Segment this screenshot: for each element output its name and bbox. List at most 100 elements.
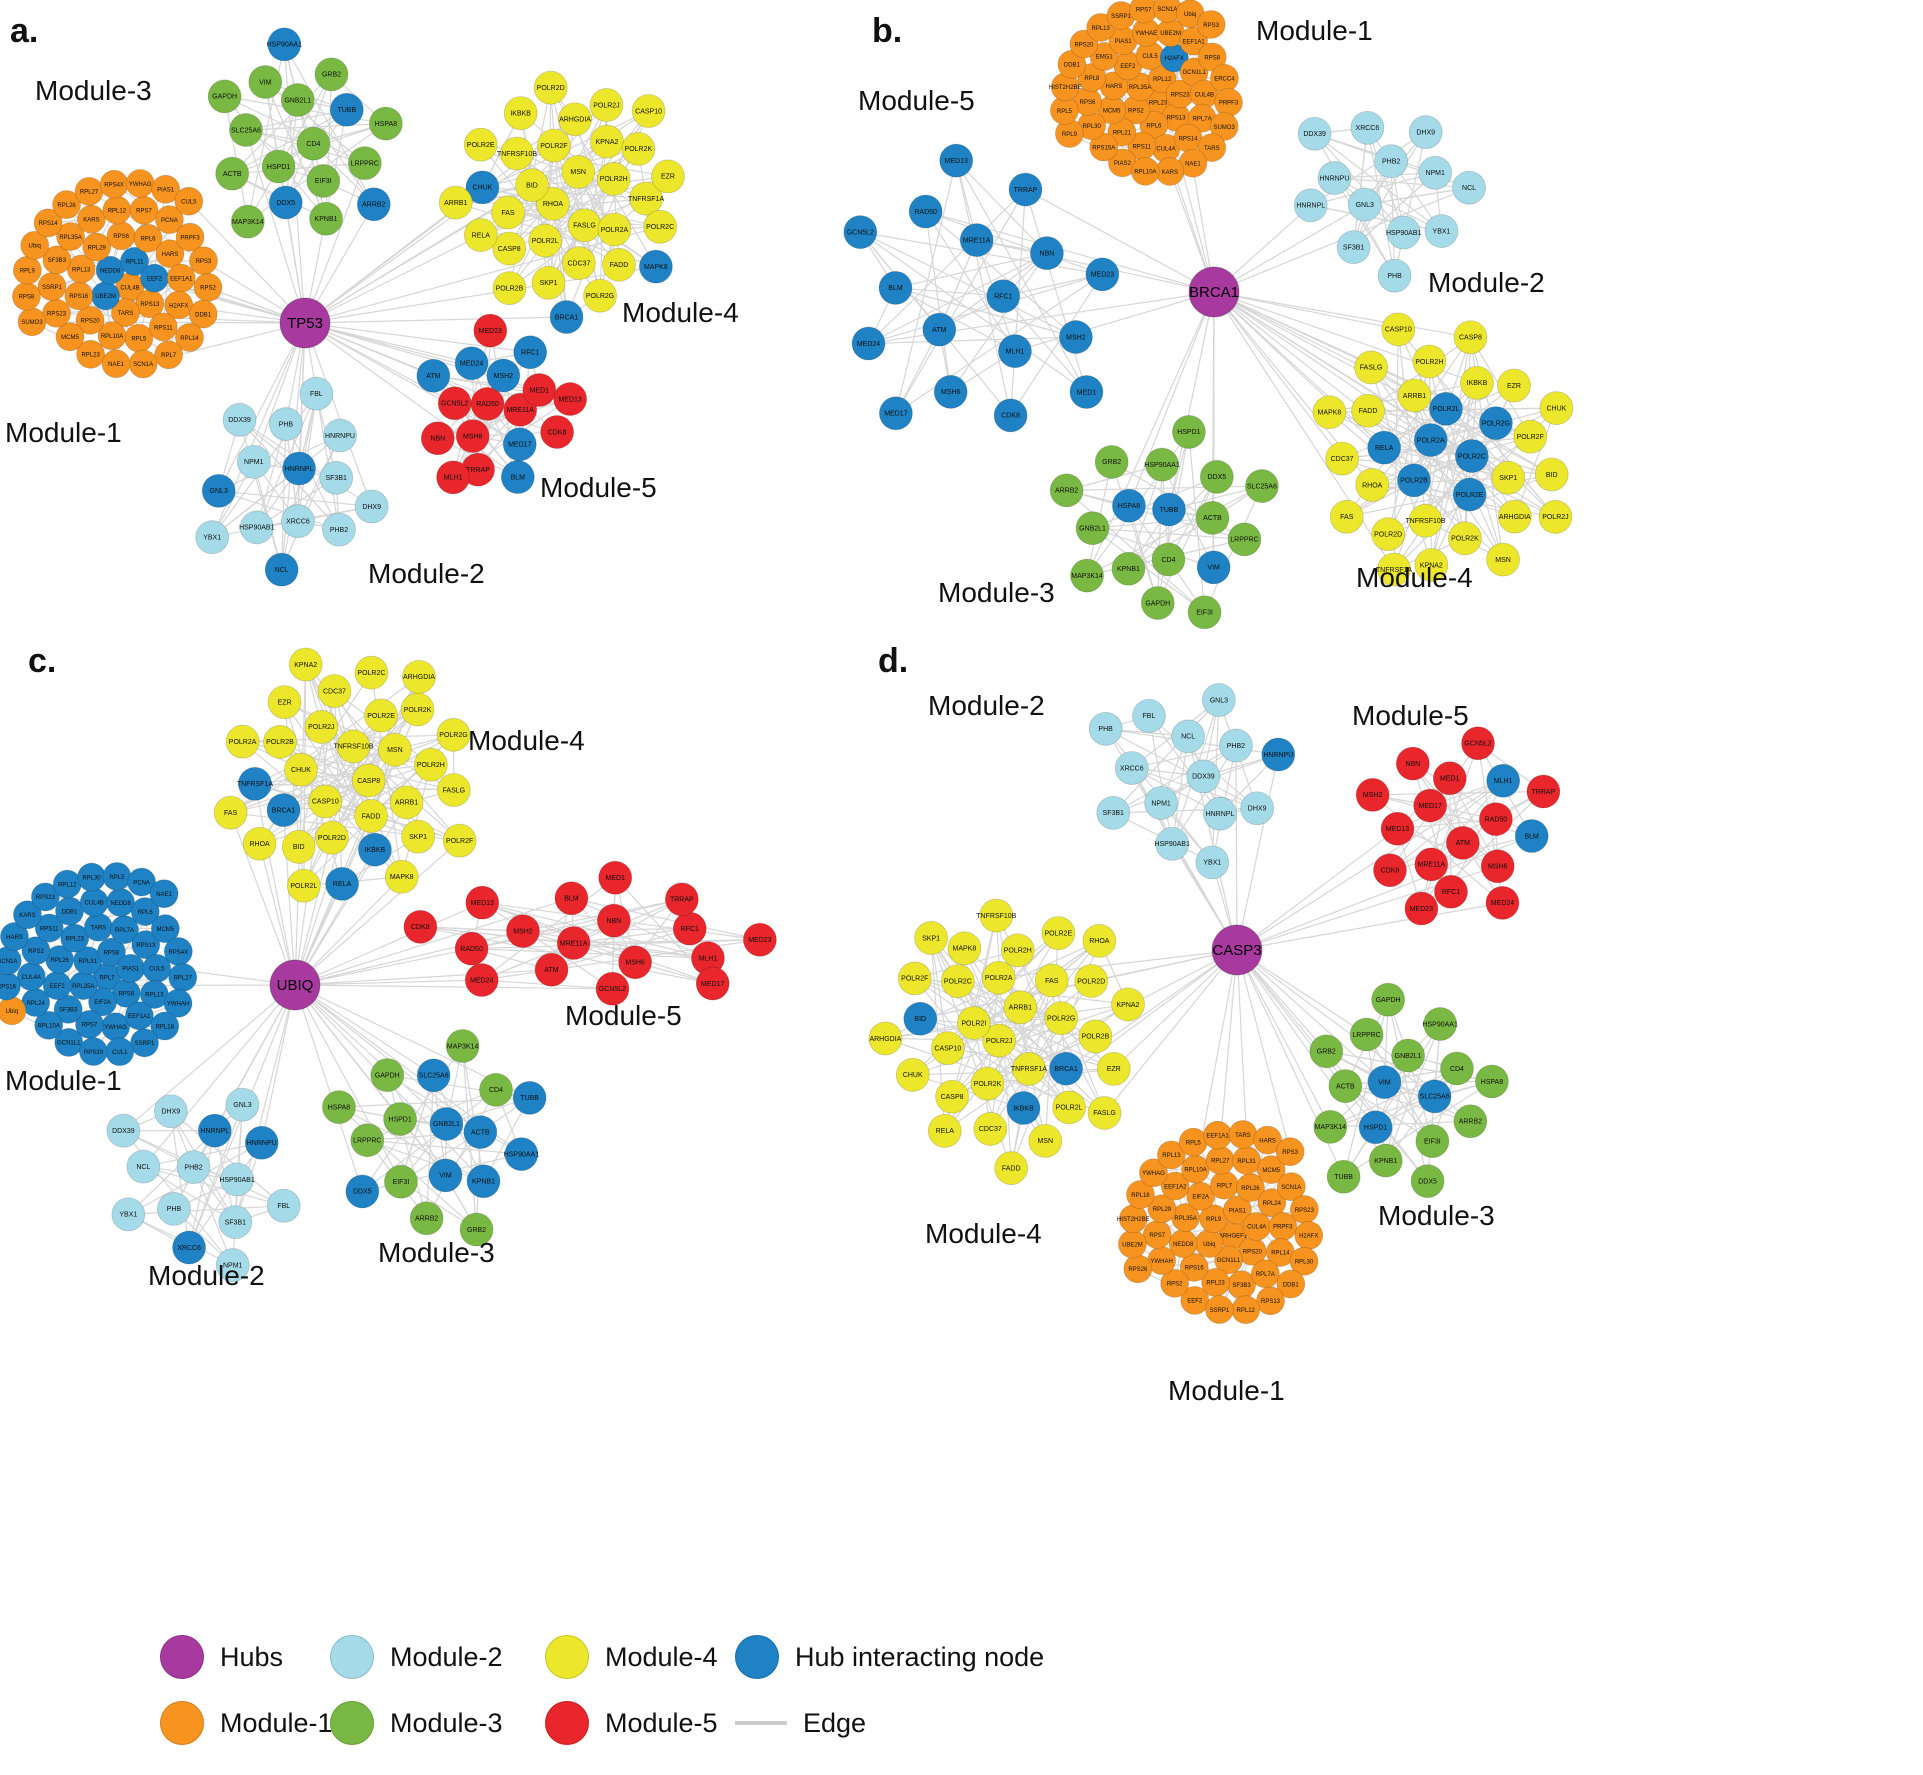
gene-node: [1374, 144, 1409, 179]
gene-node-label: GNB2L1: [1395, 1053, 1422, 1060]
gene-node: [0, 922, 29, 951]
gene-node-label: RPS23: [36, 895, 56, 901]
gene-node-label: CUL1: [112, 1050, 128, 1056]
gene-node: [75, 305, 105, 335]
gene-node: [225, 724, 260, 759]
edge: [1148, 715, 1221, 815]
gene-node-label: RPS15A: [1092, 145, 1115, 151]
hub-edge: [218, 322, 306, 492]
module-label: Module-1: [1168, 1375, 1285, 1406]
hub-edge: [294, 984, 447, 1125]
gene-node-label: TNFRSF10B: [497, 151, 537, 158]
gene-node-label: RHOA: [250, 841, 271, 848]
gene-node-label: TARS: [1235, 1133, 1251, 1139]
gene-node-label: MED23: [1410, 906, 1433, 913]
gene-node-label: MLH1: [444, 475, 463, 482]
gene-node: [154, 340, 184, 370]
gene-node: [111, 1197, 146, 1232]
gene-node: [1145, 447, 1179, 482]
gene-node-label: PHB2: [1382, 158, 1400, 165]
edge: [1393, 132, 1427, 276]
gene-node-label: MED23: [479, 328, 502, 335]
gene-node-label: POLR2F: [901, 976, 928, 983]
hub-edge: [122, 984, 296, 1132]
edge: [1111, 461, 1159, 604]
gene-node-label: YWHAE: [1135, 31, 1157, 37]
gene-node: [56, 222, 85, 251]
gene-node-label: TARS: [118, 311, 134, 317]
gene-node: [153, 1094, 188, 1129]
gene-node-label: POLR2C: [944, 978, 972, 985]
gene-node: [127, 867, 156, 897]
gene-node: [1034, 963, 1069, 998]
gene-node: [534, 952, 569, 987]
edge: [1334, 177, 1470, 189]
gene-node-label: RPS13: [1166, 115, 1186, 121]
gene-node-label: SLC25A6: [1420, 1094, 1450, 1101]
edge: [1385, 1023, 1441, 1161]
edge: [868, 189, 1026, 344]
gene-node: [409, 1201, 444, 1236]
gene-node: [1160, 1268, 1190, 1298]
edge: [859, 231, 1087, 393]
gene-node-label: POLR2H: [1004, 948, 1032, 955]
gene-node-label: MSH2: [1363, 792, 1383, 799]
edge: [256, 505, 372, 529]
gene-node: [1049, 1051, 1083, 1086]
gene-node-label: EZR: [278, 699, 292, 706]
edge: [895, 189, 1027, 414]
gene-node: [354, 489, 389, 524]
gene-node-label: RELA: [936, 1128, 955, 1135]
gene-node-label: RPL5: [1186, 1140, 1202, 1146]
hub-edge: [1213, 291, 1432, 441]
gene-node: [1094, 445, 1129, 479]
gene-node-label: HNRNPU: [1319, 175, 1349, 182]
gene-node: [629, 181, 663, 216]
hub-edge: [294, 984, 402, 1182]
gene-node: [1349, 1017, 1384, 1052]
gene-node: [263, 725, 297, 759]
gene-node: [1186, 759, 1221, 794]
gene-node-label: EEF1A1: [1206, 1133, 1229, 1139]
gene-node: [1317, 161, 1352, 195]
gene-node-label: RHOA: [1362, 482, 1383, 489]
edge: [1471, 455, 1504, 560]
hub-edge: [1014, 291, 1215, 352]
edge: [218, 434, 341, 492]
gene-node-label: KPNA2: [595, 139, 618, 146]
gene-node: [1412, 344, 1447, 379]
gene-node-label: RPS20: [81, 319, 101, 325]
gene-node: [151, 174, 181, 204]
gene-node-label: POLR2E: [1456, 492, 1484, 499]
gene-node: [1461, 726, 1495, 761]
edge: [1105, 728, 1258, 809]
gene-node: [1227, 522, 1262, 557]
gene-node: [1415, 1124, 1450, 1159]
gene-node: [416, 1058, 451, 1093]
gene-node: [1214, 1245, 1243, 1275]
gene-node-label: POLR2H: [600, 176, 628, 183]
gene-node-label: RPL30: [1082, 124, 1101, 130]
panel-letter: a.: [10, 12, 38, 50]
gene-node-label: NPM1: [223, 1262, 243, 1269]
edge: [297, 99, 375, 205]
gene-node-label: RPL7A: [1193, 117, 1212, 123]
gene-node-label: TARS: [1204, 146, 1220, 152]
gene-node-label: DDX5: [353, 1189, 372, 1196]
gene-node-label: SCN1A: [1157, 7, 1177, 13]
gene-node-label: HSPD1: [267, 164, 290, 171]
gene-node: [1347, 187, 1382, 222]
legend-label: Module-5: [605, 1707, 718, 1738]
gene-node: [1386, 215, 1421, 250]
gene-node-label: HSPA8: [328, 1104, 351, 1111]
gene-node: [455, 419, 490, 453]
gene-node-label: RPL18: [1131, 1193, 1150, 1199]
gene-node-label: HARS: [1259, 1138, 1276, 1144]
panel-letter: c.: [28, 642, 56, 680]
gene-node-label: PIAS1: [1115, 39, 1133, 45]
gene-node-label: HARS: [6, 935, 23, 941]
gene-node: [1151, 542, 1186, 577]
hub-edge: [1235, 745, 1238, 951]
gene-node-label: POLR2L: [1433, 406, 1460, 413]
gene-node-label: EEF1A1: [1182, 39, 1205, 45]
